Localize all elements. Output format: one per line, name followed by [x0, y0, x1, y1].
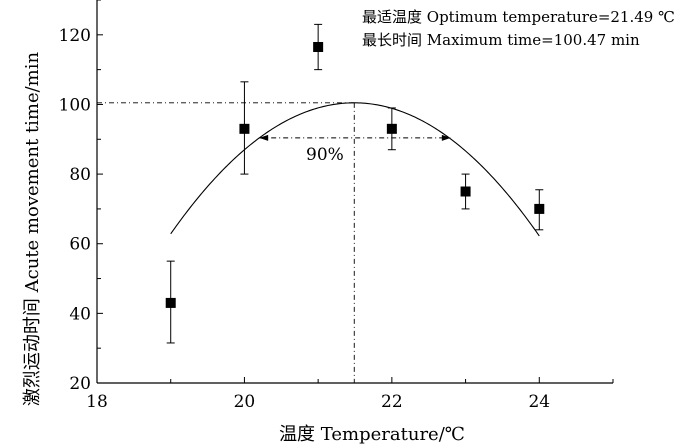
data-point-marker: [239, 123, 250, 134]
x-tick-label: 18: [86, 392, 108, 412]
axes: [96, 0, 614, 384]
x-tick-label: 24: [528, 392, 550, 412]
data-point-marker: [386, 123, 397, 134]
y-axis-title: 激烈运动时间 Acute movement time/min: [22, 52, 43, 407]
data-point-marker: [313, 42, 324, 53]
percent-90-arrow-left: [259, 134, 269, 141]
data-point-marker: [460, 186, 471, 197]
y-tick-label: 100: [59, 95, 91, 115]
data-point: [460, 173, 471, 210]
percent-90-label: 90%: [306, 145, 344, 165]
y-tick-label: 20: [69, 374, 91, 394]
data-point: [386, 107, 397, 151]
data-point: [313, 23, 324, 71]
reference-lines: [97, 102, 451, 383]
annotation-maximum-time: 最长时间 Maximum time=100.47 min: [362, 31, 640, 49]
data-point: [239, 81, 250, 175]
x-tick-label: 20: [234, 392, 256, 412]
y-tick-label: 40: [69, 304, 91, 324]
y-tick-label: 120: [59, 26, 91, 46]
fit-curve-group: [170, 102, 540, 237]
data-point: [534, 189, 545, 231]
percent-90-arrow-right: [441, 134, 451, 141]
annotation-optimum-temperature: 最适温度 Optimum temperature=21.49 ℃: [362, 8, 675, 26]
data-points: [165, 23, 545, 344]
y-tick-label: 80: [69, 165, 91, 185]
x-axis-title: 温度 Temperature/℃: [279, 424, 465, 444]
data-point: [165, 260, 176, 344]
x-tick-label: 22: [381, 392, 403, 412]
y-tick-label: 60: [69, 235, 91, 255]
data-point-marker: [165, 297, 176, 308]
fit-curve: [170, 102, 540, 237]
data-point-marker: [534, 203, 545, 214]
